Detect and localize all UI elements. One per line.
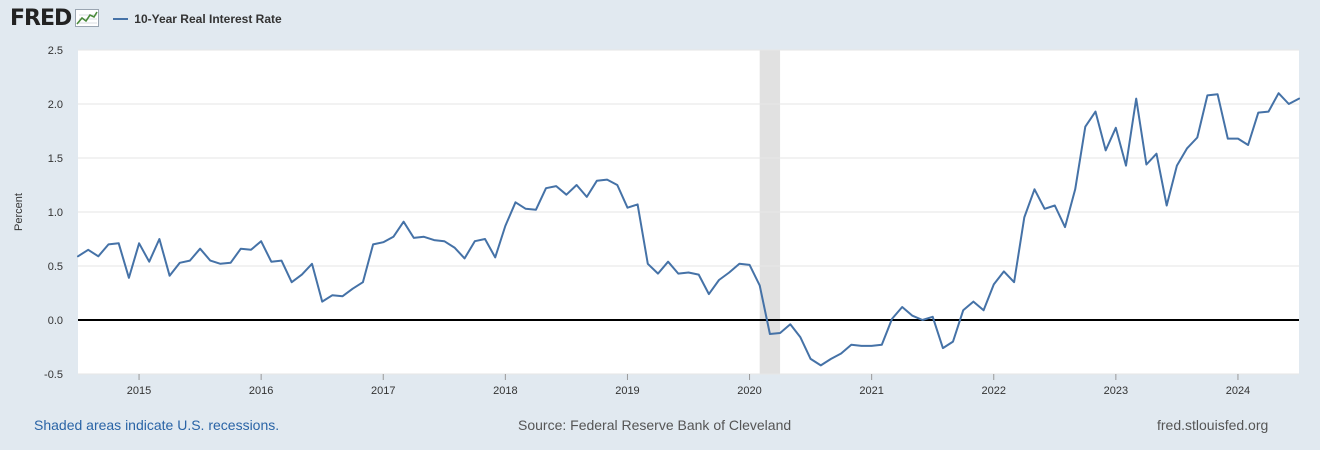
x-tick-label: 2022 xyxy=(982,385,1006,397)
y-tick-label: 1.0 xyxy=(48,207,63,219)
x-tick-label: 2018 xyxy=(493,385,517,397)
y-tick-label: 2.5 xyxy=(48,45,63,57)
chart-header: FRED 10-Year Real Interest Rate xyxy=(10,6,282,32)
y-tick-label: 2.0 xyxy=(48,99,63,111)
legend-label: 10-Year Real Interest Rate xyxy=(134,12,282,26)
y-axis-label: Percent xyxy=(13,193,25,231)
x-tick-label: 2023 xyxy=(1104,385,1128,397)
line-chart: -0.50.00.51.01.52.02.5 2015 2016 2017 2018 2… xyxy=(13,45,1300,397)
fred-logo-chart-icon xyxy=(75,9,100,27)
y-tick-label: -0.5 xyxy=(44,369,63,381)
x-tick-label: 2019 xyxy=(615,385,639,397)
recession-note: Shaded areas indicate U.S. recessions. xyxy=(34,417,280,433)
series-group xyxy=(77,92,1300,367)
x-axis-ticks: 2015 2016 2017 2018 2019 2020 2021 2022 2023 2024 xyxy=(127,374,1250,397)
legend: 10-Year Real Interest Rate xyxy=(113,12,282,26)
gridlines-group xyxy=(78,49,1299,375)
fred-logo[interactable]: FRED xyxy=(10,6,72,31)
x-tick-label: 2017 xyxy=(371,385,395,397)
x-tick-label: 2021 xyxy=(859,385,883,397)
series-line xyxy=(77,92,1300,367)
x-tick-label: 2020 xyxy=(737,385,761,397)
y-tick-label: 0.0 xyxy=(48,315,63,327)
source-note: Source: Federal Reserve Bank of Clevelan… xyxy=(518,417,792,433)
x-tick-label: 2016 xyxy=(249,385,273,397)
y-axis-ticks: -0.5 0.0 0.5 1.0 1.5 2.0 2.5 xyxy=(44,45,63,381)
x-tick-label: 2024 xyxy=(1226,385,1250,397)
legend-swatch xyxy=(113,18,129,20)
site-link[interactable]: fred.stlouisfed.org xyxy=(1157,417,1269,433)
x-tick-label: 2015 xyxy=(127,385,151,397)
y-tick-label: 1.5 xyxy=(48,153,63,165)
y-tick-label: 0.5 xyxy=(48,261,63,273)
